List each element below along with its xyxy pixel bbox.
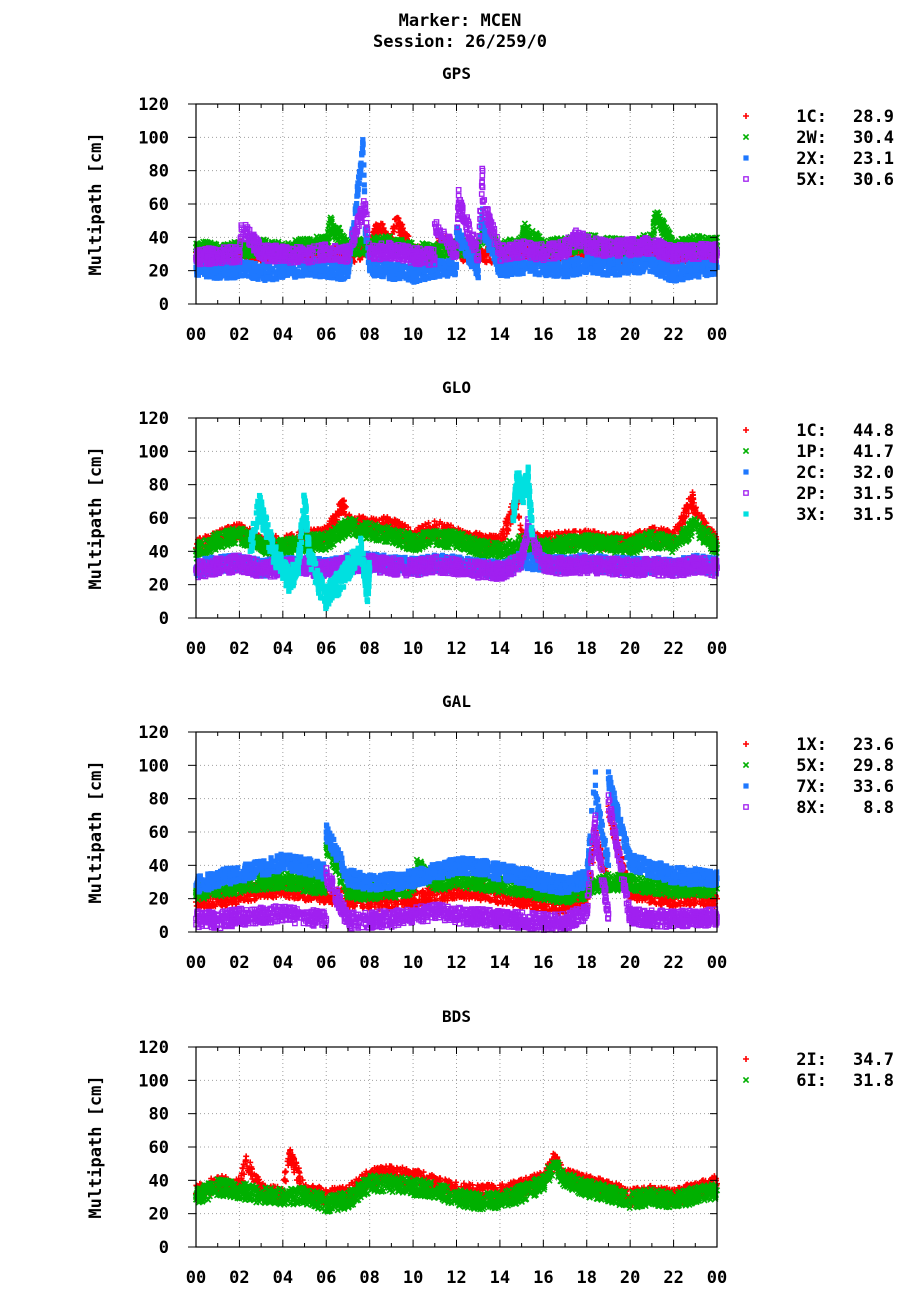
data-point: [354, 194, 359, 199]
data-point: [556, 272, 561, 277]
data-point: [358, 163, 363, 168]
data-points: [193, 137, 720, 285]
data-point: [356, 174, 361, 179]
data-point: [335, 276, 340, 281]
title-marker: Marker: MCEN: [399, 11, 522, 31]
data-point: [318, 274, 323, 279]
data-point: [362, 182, 367, 187]
data-point: [487, 246, 492, 251]
data-point: [692, 273, 697, 278]
data-point: [222, 271, 227, 276]
data-point: [459, 246, 464, 251]
data-point: [507, 265, 512, 270]
data-point: [452, 272, 457, 277]
data-point: [600, 272, 605, 277]
data-point: [239, 273, 244, 278]
data-point: [577, 258, 582, 263]
data-point: [654, 268, 659, 273]
data-point: [366, 260, 371, 265]
data-point: [359, 151, 364, 156]
data-point: [390, 277, 395, 282]
data-point: [270, 276, 275, 281]
title-session: Session: 26/259/0: [373, 32, 547, 52]
data-point: [686, 274, 691, 279]
panel-title: GPS: [442, 64, 471, 83]
